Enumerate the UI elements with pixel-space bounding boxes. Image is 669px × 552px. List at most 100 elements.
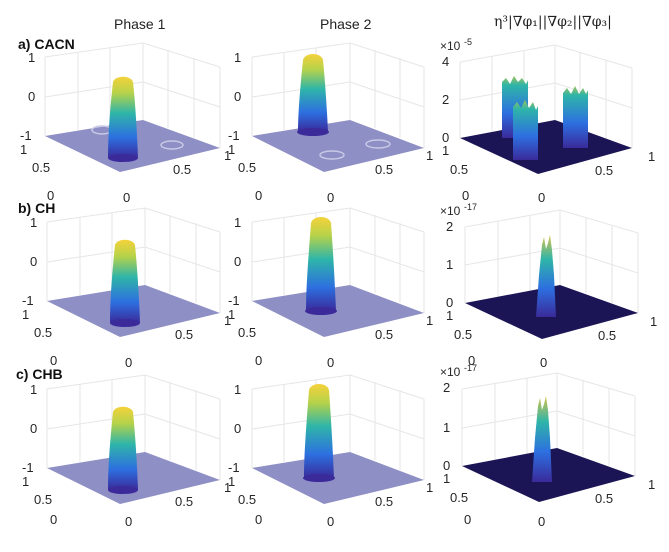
svg-text:1: 1 [228,474,235,489]
plot-ch-phase-2: 1 0 -1 1 0.5 0 0 0.5 1 [220,205,433,377]
svg-text:-1: -1 [228,293,240,308]
svg-text:0.5: 0.5 [450,162,468,177]
svg-text:0: 0 [50,353,57,368]
svg-text:0.5: 0.5 [375,327,393,342]
svg-text:1: 1 [22,474,29,489]
svg-text:0: 0 [327,514,334,529]
svg-text:0.5: 0.5 [450,490,468,505]
svg-text:1: 1 [20,142,27,157]
svg-text:0.5: 0.5 [595,491,613,506]
svg-text:1: 1 [224,148,231,163]
svg-text:1: 1 [426,148,433,163]
plot-ch-phase-1: 1 0 -1 1 0.5 0 0 0.5 1 [20,205,231,377]
svg-text:1: 1 [426,480,433,495]
svg-text:0: 0 [234,89,241,104]
svg-text:1: 1 [30,382,37,397]
svg-text:0.5: 0.5 [454,327,472,342]
plot-chb-gradient-product: ×10 -17 2 1 0 1 0.5 0 0 0.5 1 [440,363,655,544]
row-label-chb: c) CHB [16,366,63,382]
column-title-phase-1: Phase 1 [114,16,166,32]
plot-cacn-phase-1: 1 0 -1 1 0.5 0 0 0.5 1 [20,40,231,212]
svg-text:0: 0 [50,512,57,527]
svg-text:0.5: 0.5 [175,494,193,509]
plot-chb-phase-2: 1 0 -1 1 0.5 0 0 0.5 1 [220,372,433,544]
svg-text:×10: ×10 [440,204,461,218]
svg-text:0: 0 [47,188,54,203]
svg-text:0.5: 0.5 [175,327,193,342]
svg-text:1: 1 [234,215,241,230]
svg-text:1: 1 [648,477,655,492]
svg-text:-1: -1 [20,128,32,143]
svg-text:2: 2 [442,92,449,107]
svg-text:4: 4 [442,54,449,69]
svg-text:0.5: 0.5 [238,492,256,507]
svg-text:1: 1 [446,308,453,323]
svg-text:0: 0 [538,190,545,205]
column-title-gradient-product: η³|∇φ₁||∇φ₂||∇φ₃| [494,14,612,30]
svg-text:0: 0 [442,130,449,145]
svg-text:0: 0 [446,295,453,310]
plot-ch-gradient-product: ×10 -17 2 1 0 1 0.5 0 0 0.5 1 [440,202,657,377]
svg-text:0: 0 [538,514,545,529]
svg-text:-1: -1 [228,128,240,143]
row-label-cacn: a) CACN [18,36,75,52]
svg-text:0.5: 0.5 [375,494,393,509]
svg-text:-17: -17 [464,202,477,212]
svg-text:0: 0 [255,188,262,203]
svg-text:0.5: 0.5 [173,162,191,177]
plot-chb-phase-1: 1 0 -1 1 0.5 0 0 0.5 1 [20,372,231,544]
svg-text:0: 0 [540,355,547,370]
svg-text:0: 0 [468,353,475,368]
svg-text:0: 0 [327,190,334,205]
svg-text:1: 1 [443,420,450,435]
row-label-ch: b) CH [18,200,56,216]
svg-text:1: 1 [446,257,453,272]
svg-text:0: 0 [125,514,132,529]
svg-text:1: 1 [648,149,655,164]
svg-text:1: 1 [234,50,241,65]
svg-text:0.5: 0.5 [34,492,52,507]
svg-text:×10: ×10 [440,365,461,379]
column-title-phase-2: Phase 2 [320,16,372,32]
svg-text:0.5: 0.5 [238,160,256,175]
svg-text:2: 2 [446,219,453,234]
svg-text:1: 1 [442,143,449,158]
svg-text:0.5: 0.5 [595,163,613,178]
svg-text:1: 1 [30,215,37,230]
svg-text:0: 0 [234,254,241,269]
svg-text:0: 0 [28,89,35,104]
axis-box [44,42,221,148]
plot-cacn-gradient-product: ×10 -5 4 2 0 1 0.5 0 0 0.5 1 [440,37,655,212]
surface-peak [108,76,138,158]
svg-text:×10: ×10 [440,39,461,53]
svg-text:1: 1 [426,313,433,328]
svg-text:1: 1 [228,307,235,322]
svg-text:1: 1 [22,307,29,322]
svg-text:0: 0 [123,190,130,205]
svg-text:1: 1 [224,480,231,495]
svg-text:0.5: 0.5 [34,325,52,340]
svg-text:-1: -1 [22,293,34,308]
svg-text:0: 0 [327,355,334,370]
svg-text:1: 1 [443,471,450,486]
svg-text:-1: -1 [228,460,240,475]
svg-text:1: 1 [28,50,35,65]
svg-text:0: 0 [30,421,37,436]
svg-text:0: 0 [234,421,241,436]
svg-text:0: 0 [462,188,469,203]
svg-text:-17: -17 [464,363,477,373]
svg-text:0.5: 0.5 [238,325,256,340]
svg-text:0: 0 [255,353,262,368]
svg-text:2: 2 [443,380,450,395]
svg-text:0: 0 [30,254,37,269]
plot-cacn-phase-2: 1 0 -1 1 0.5 0 0 0.5 1 [220,40,433,212]
svg-text:0.5: 0.5 [375,162,393,177]
svg-text:1: 1 [234,382,241,397]
svg-text:0.5: 0.5 [598,328,616,343]
svg-text:-1: -1 [22,460,34,475]
svg-text:1: 1 [228,142,235,157]
svg-text:1: 1 [650,314,657,329]
svg-text:-5: -5 [464,37,472,47]
svg-text:0.5: 0.5 [32,160,50,175]
svg-text:0: 0 [464,512,471,527]
